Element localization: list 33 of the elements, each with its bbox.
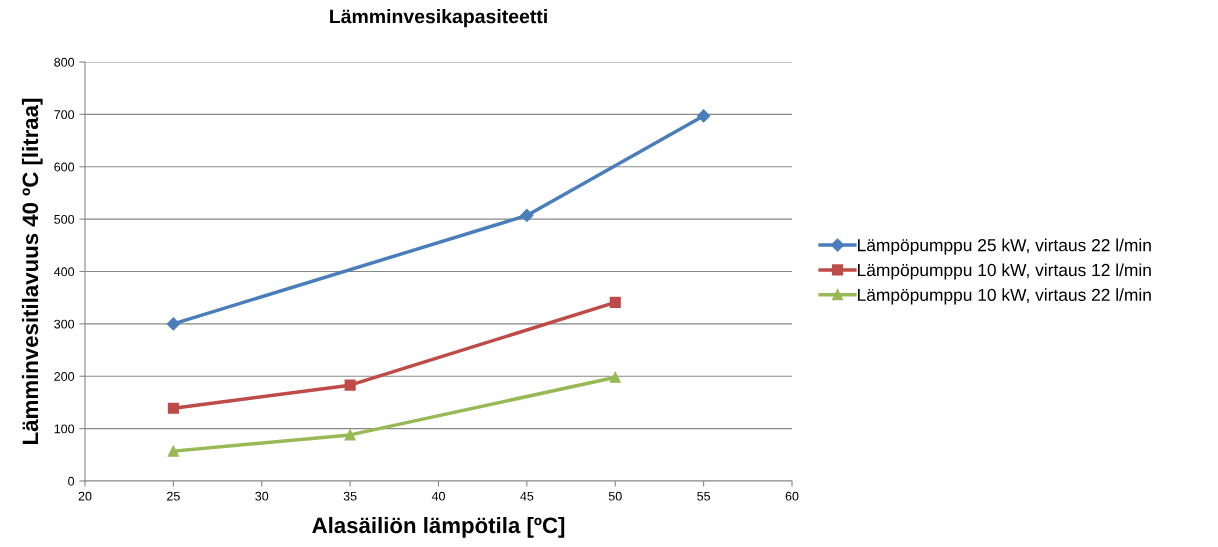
legend-label: Lämpöpumppu 25 kW, virtaus 22 l/min xyxy=(858,238,1151,255)
legend-label: Lämpöpumppu 10 kW, virtaus 22 l/min xyxy=(858,288,1151,305)
point xyxy=(609,296,621,308)
x-tick-label: 25 xyxy=(167,491,180,501)
point xyxy=(167,402,179,414)
x-tick-label: 35 xyxy=(343,491,357,501)
x-axis-title: Alasäiliön lämpötila [ºC] xyxy=(312,516,565,538)
chart-title: Lämminvesikapasiteetti xyxy=(330,9,547,28)
point xyxy=(609,371,621,383)
y-tick-label: 0 xyxy=(68,476,75,486)
y-tick-label: 400 xyxy=(54,267,75,277)
point xyxy=(520,208,534,223)
y-tick-label: 500 xyxy=(54,214,75,224)
x-tick-label: 30 xyxy=(255,491,269,501)
y-axis-title: Lämminvesitilavuus 40 ºC [litraa] xyxy=(21,98,43,444)
point xyxy=(344,429,356,441)
legend-label: Lämpöpumppu 10 kW, virtaus 12 l/min xyxy=(858,263,1151,280)
x-tick-label: 45 xyxy=(520,491,534,501)
x-tick-label: 50 xyxy=(608,491,622,501)
x-tick-label: 60 xyxy=(785,491,799,501)
y-tick-label: 600 xyxy=(54,162,75,172)
point xyxy=(697,109,711,123)
x-tick-label: 20 xyxy=(78,491,92,501)
point xyxy=(167,445,179,457)
point xyxy=(166,317,180,331)
y-tick-label: 200 xyxy=(54,372,75,381)
y-tick-label: 300 xyxy=(54,319,75,329)
y-tick-label: 700 xyxy=(54,110,75,120)
point xyxy=(344,379,356,391)
x-tick-label: 40 xyxy=(431,491,445,501)
x-tick-label: 55 xyxy=(697,491,711,501)
y-tick-label: 800 xyxy=(54,57,75,67)
y-tick-label: 100 xyxy=(54,424,75,434)
